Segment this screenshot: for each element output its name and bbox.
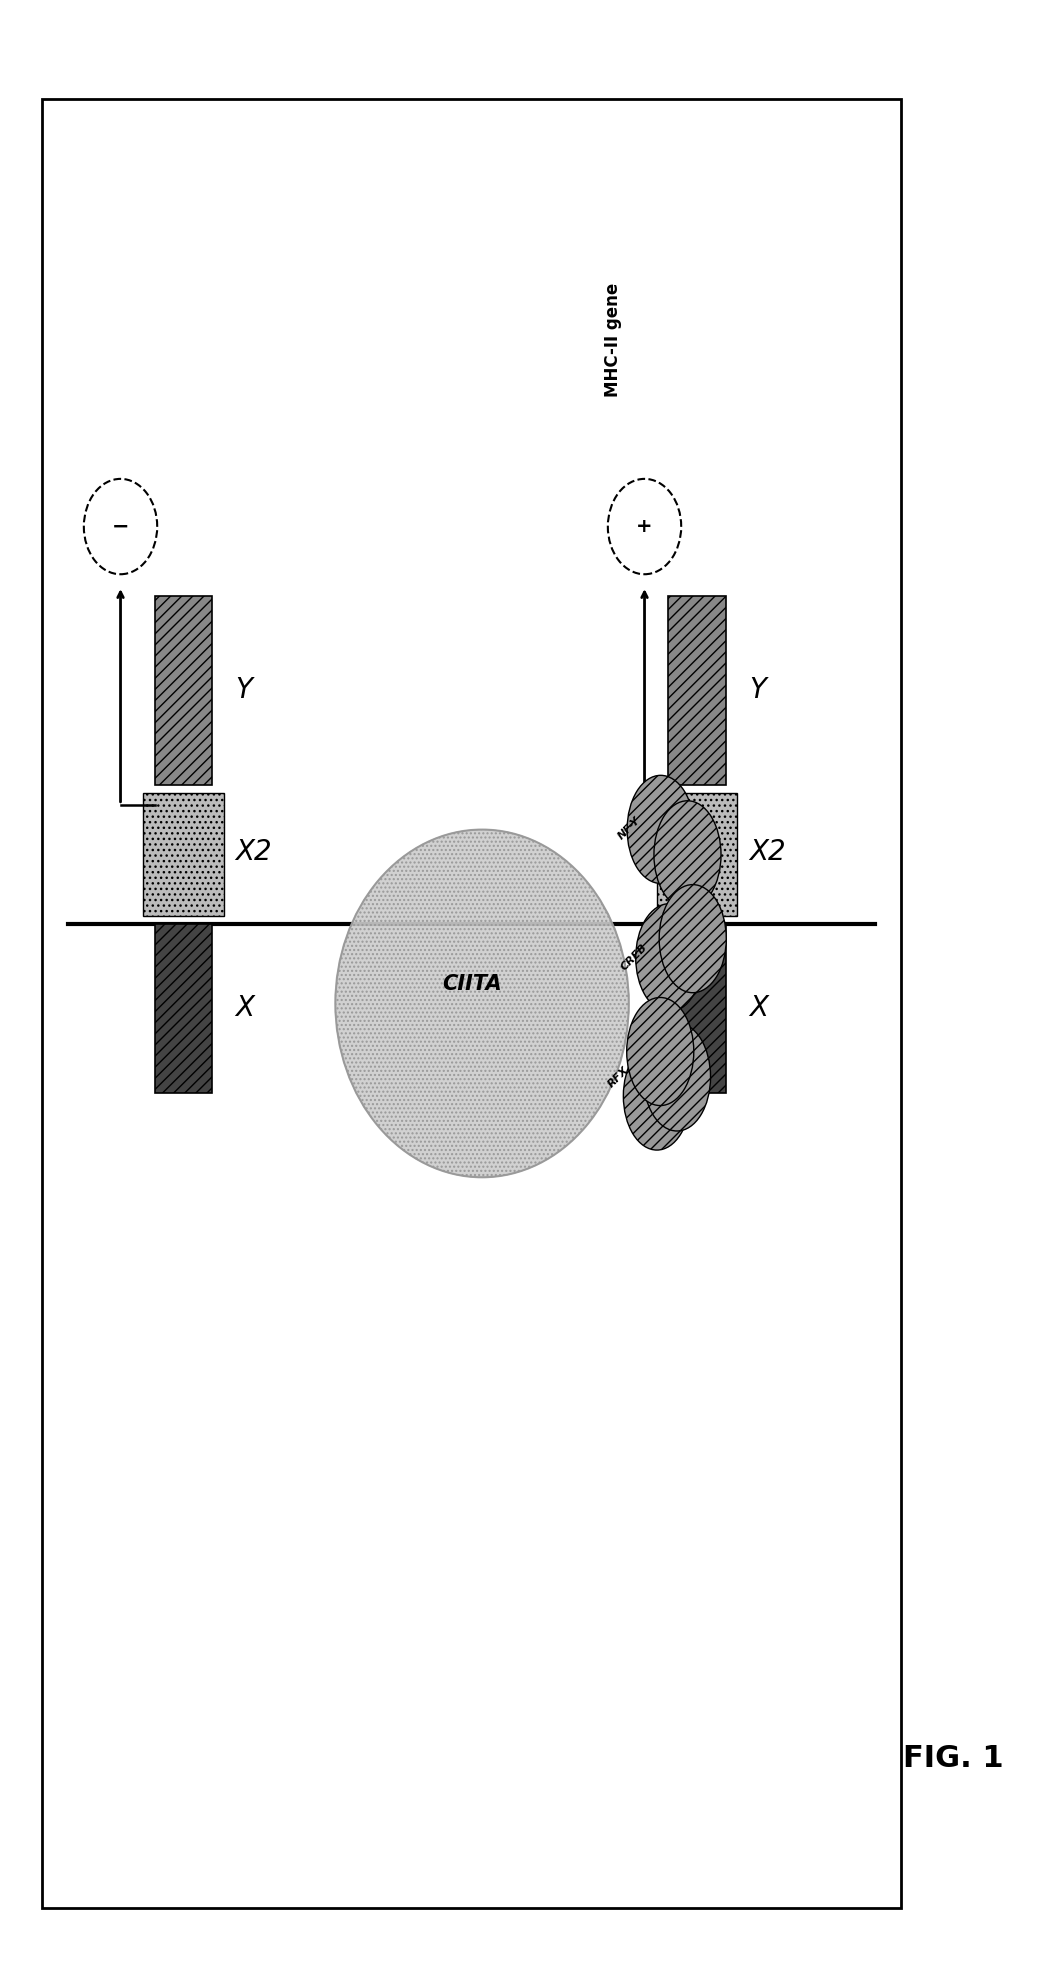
Text: NF-Y: NF-Y <box>615 815 642 842</box>
Text: X: X <box>748 994 768 1023</box>
Text: CREB: CREB <box>619 942 649 974</box>
Bar <box>669 924 726 1093</box>
Ellipse shape <box>624 1041 691 1150</box>
Ellipse shape <box>627 775 694 884</box>
Ellipse shape <box>636 904 703 1011</box>
Text: X: X <box>235 994 255 1023</box>
Text: Y: Y <box>235 676 253 705</box>
Text: X2: X2 <box>235 839 271 866</box>
Bar <box>669 596 726 785</box>
Bar <box>656 793 738 916</box>
Bar <box>155 596 212 785</box>
Bar <box>42 99 901 1908</box>
Ellipse shape <box>659 884 726 994</box>
Text: X2: X2 <box>748 839 785 866</box>
Ellipse shape <box>643 1023 711 1131</box>
Ellipse shape <box>608 479 681 574</box>
Text: −: − <box>112 517 129 536</box>
Text: Y: Y <box>748 676 766 705</box>
Ellipse shape <box>627 997 694 1105</box>
Ellipse shape <box>654 801 721 908</box>
Bar <box>143 793 224 916</box>
Text: RFX: RFX <box>606 1065 631 1089</box>
Text: CIITA: CIITA <box>442 974 501 994</box>
Bar <box>155 924 212 1093</box>
Ellipse shape <box>335 831 629 1176</box>
Text: FIG. 1: FIG. 1 <box>903 1745 1004 1772</box>
Ellipse shape <box>84 479 157 574</box>
Text: MHC-II gene: MHC-II gene <box>604 284 623 397</box>
Text: +: + <box>636 517 653 536</box>
